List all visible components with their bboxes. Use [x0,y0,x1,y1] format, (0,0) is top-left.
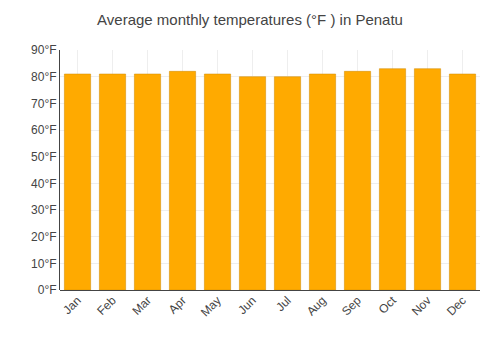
svg-text:30°F: 30°F [31,203,56,217]
svg-text:80°F: 80°F [31,70,56,84]
svg-text:May: May [198,293,224,319]
svg-text:90°F: 90°F [31,43,56,57]
svg-text:40°F: 40°F [31,177,56,191]
svg-text:Average monthly temperatures (: Average monthly temperatures (°F ) in Pe… [97,11,403,28]
svg-text:Oct: Oct [376,293,400,317]
svg-text:60°F: 60°F [31,123,56,137]
svg-text:Apr: Apr [166,293,189,316]
svg-text:Sep: Sep [339,293,364,318]
svg-text:Aug: Aug [304,293,329,318]
svg-text:10°F: 10°F [31,257,56,271]
svg-text:Mar: Mar [129,293,154,318]
svg-text:70°F: 70°F [31,97,56,111]
svg-text:Jul: Jul [273,293,294,314]
svg-text:20°F: 20°F [31,230,56,244]
svg-text:Jun: Jun [235,293,259,317]
svg-text:0°F: 0°F [38,283,57,297]
svg-text:Feb: Feb [94,293,119,318]
svg-text:50°F: 50°F [31,150,56,164]
svg-text:Jan: Jan [60,293,84,317]
svg-text:Dec: Dec [444,293,469,318]
svg-text:Nov: Nov [409,293,434,318]
